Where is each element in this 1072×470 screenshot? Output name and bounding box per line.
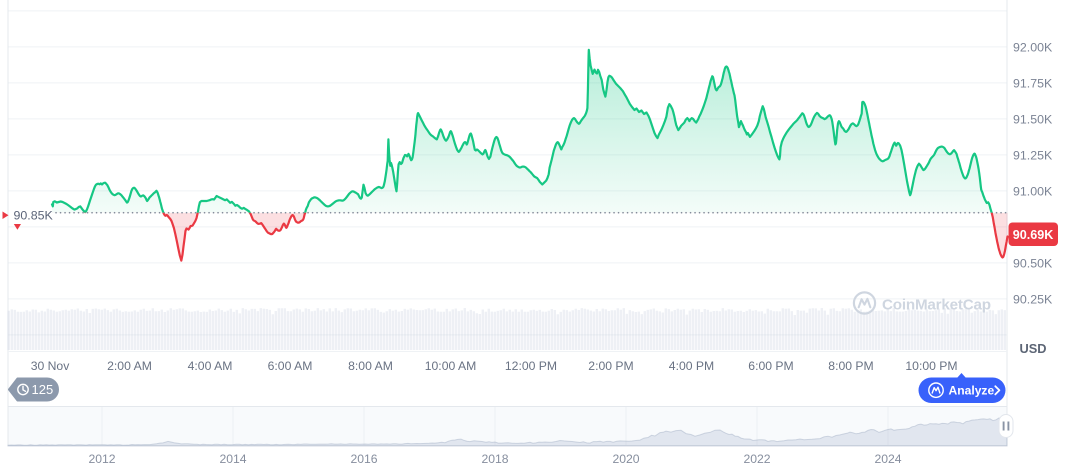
svg-text:92.00K: 92.00K — [1013, 40, 1053, 54]
svg-text:CoinMarketCap: CoinMarketCap — [882, 297, 991, 314]
svg-text:91.25K: 91.25K — [1013, 148, 1053, 162]
svg-text:2:00 PM: 2:00 PM — [588, 359, 633, 373]
svg-text:30 Nov: 30 Nov — [31, 359, 71, 373]
svg-text:10:00 PM: 10:00 PM — [905, 359, 957, 373]
svg-text:2012: 2012 — [88, 452, 115, 466]
svg-text:6:00 AM: 6:00 AM — [268, 359, 313, 373]
svg-text:Analyze: Analyze — [949, 383, 995, 397]
svg-text:2:00 AM: 2:00 AM — [107, 359, 152, 373]
svg-text:125: 125 — [32, 382, 54, 397]
svg-text:91.50K: 91.50K — [1013, 112, 1053, 126]
svg-text:6:00 PM: 6:00 PM — [748, 359, 793, 373]
svg-text:8:00 AM: 8:00 AM — [348, 359, 393, 373]
svg-text:12:00 PM: 12:00 PM — [505, 359, 557, 373]
svg-text:2022: 2022 — [743, 452, 770, 466]
svg-text:90.25K: 90.25K — [1013, 292, 1053, 306]
svg-text:2014: 2014 — [219, 452, 246, 466]
svg-text:2020: 2020 — [612, 452, 639, 466]
svg-text:USD: USD — [1020, 341, 1047, 356]
svg-text:2016: 2016 — [350, 452, 377, 466]
svg-text:91.00K: 91.00K — [1013, 184, 1053, 198]
svg-text:4:00 AM: 4:00 AM — [188, 359, 233, 373]
svg-text:91.75K: 91.75K — [1013, 76, 1053, 90]
svg-text:2018: 2018 — [481, 452, 508, 466]
svg-text:90.50K: 90.50K — [1013, 256, 1053, 270]
svg-text:10:00 AM: 10:00 AM — [425, 359, 477, 373]
svg-text:90.85K: 90.85K — [14, 208, 54, 222]
svg-text:4:00 PM: 4:00 PM — [669, 359, 714, 373]
svg-text:8:00 PM: 8:00 PM — [828, 359, 873, 373]
svg-text:90.69K: 90.69K — [1013, 228, 1054, 242]
svg-text:2024: 2024 — [874, 452, 901, 466]
